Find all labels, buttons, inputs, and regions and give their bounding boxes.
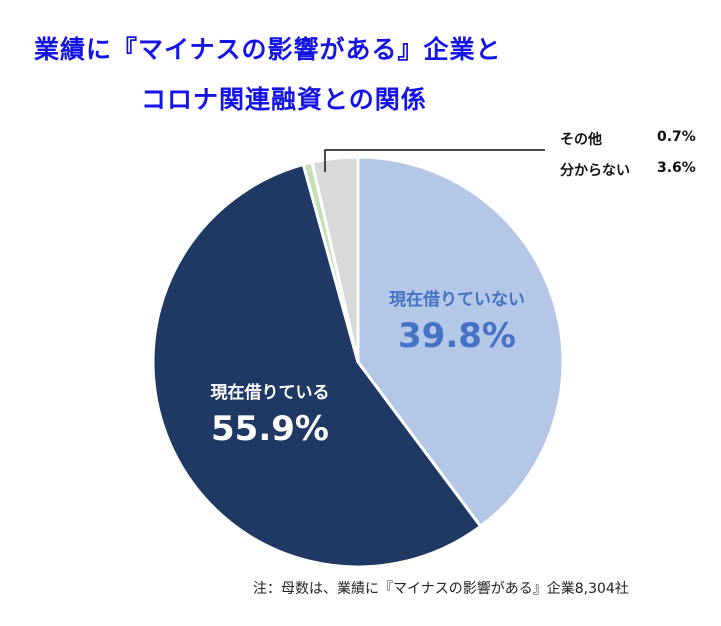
label-borrowing-value: 55.9% bbox=[211, 409, 329, 449]
legend-unknown-value: 3.6% bbox=[657, 160, 696, 176]
label-not-borrowing-name: 現在借りていない bbox=[389, 290, 525, 310]
chart-title-line2: コロナ関連融資との関係 bbox=[141, 85, 427, 114]
pie-slice-1 bbox=[151, 162, 483, 569]
legend-other: その他 0.7% bbox=[560, 129, 696, 149]
footnote: 注：母数は、業績に『マイナスの影響がある』企業8,304社 bbox=[253, 581, 629, 597]
pie-slice-3 bbox=[310, 155, 360, 363]
pie-slices bbox=[151, 155, 565, 569]
legend-other-label: その他 bbox=[560, 132, 602, 148]
legend-other-value: 0.7% bbox=[657, 129, 696, 145]
label-not-borrowing-value: 39.8% bbox=[398, 316, 516, 356]
label-borrowing: 現在借りている 55.9% bbox=[175, 378, 365, 449]
label-borrowing-name: 現在借りている bbox=[210, 383, 330, 403]
legend-unknown-label: 分からない bbox=[560, 163, 630, 179]
pie-slice-0 bbox=[356, 155, 565, 529]
chart-title-line1: 業績に『マイナスの影響がある』企業と bbox=[34, 35, 502, 64]
leader-line bbox=[324, 149, 545, 172]
legend-unknown: 分からない 3.6% bbox=[560, 160, 696, 180]
label-not-borrowing: 現在借りていない 39.8% bbox=[362, 285, 552, 356]
